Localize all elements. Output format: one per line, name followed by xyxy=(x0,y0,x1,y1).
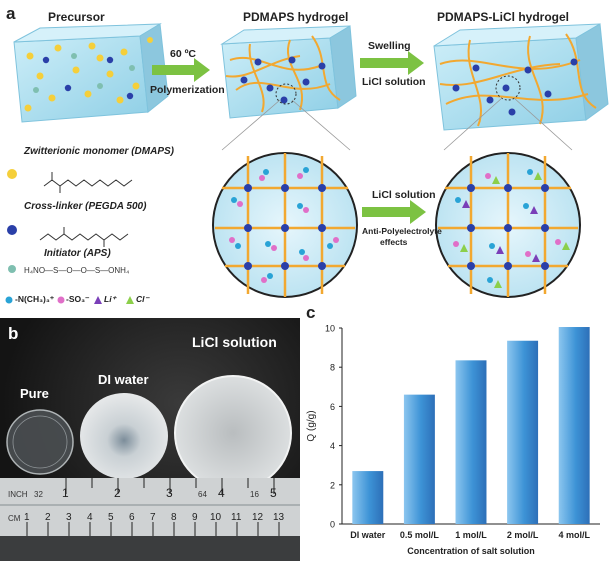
ruler-ticks xyxy=(26,478,280,536)
ion-nch3: -N(CH₃)₃⁺ xyxy=(15,294,55,304)
pdmaps-title: PDMAPS hydrogel xyxy=(243,10,349,24)
monomer-icon xyxy=(7,169,17,179)
arrow2-top: Swelling xyxy=(368,40,411,52)
monomer-label: Zwitterionic monomer (DMAPS) xyxy=(24,146,175,157)
polymerization-arrow xyxy=(152,58,210,82)
ruler-cm-9: 9 xyxy=(192,512,198,523)
ruler-inch-2: 2 xyxy=(114,486,121,500)
ruler-cm-10: 10 xyxy=(210,512,222,523)
crosslinker-label: Cross-linker (PEGDA 500) xyxy=(24,201,147,212)
licl-hydrogel-disc xyxy=(174,375,292,491)
precursor-yellow-monomers xyxy=(24,37,153,112)
y-tick-label: 0 xyxy=(330,520,335,530)
y-tick-label: 2 xyxy=(330,480,335,490)
ruler-cm-1: 1 xyxy=(24,512,30,523)
arrow2-bottom: LiCl solution xyxy=(362,76,426,88)
arrow1-top: 60 ºC xyxy=(170,48,197,60)
ruler-body xyxy=(0,478,300,536)
arrow1-bottom: Polymerization xyxy=(150,84,225,96)
ruler-inch-5: 5 xyxy=(270,486,277,500)
pdmaps-licl-hydrogel-box xyxy=(433,23,609,131)
zoom-lines xyxy=(221,97,573,151)
ion-so3: -SO₃⁻ xyxy=(66,294,90,304)
arrow3-bottom2: effects xyxy=(380,237,408,247)
ruler-cm-3: 3 xyxy=(66,512,72,523)
x-tick-label: 1 mol/L xyxy=(455,530,487,540)
y-tick-label: 4 xyxy=(330,441,335,451)
panel-c-letter: c xyxy=(306,303,316,322)
dmaps-structure xyxy=(43,172,133,193)
precursor-blue-crosslinkers xyxy=(42,56,134,100)
bar-0 xyxy=(352,471,384,524)
arrow3-bottom1: Anti-Polyelectrolyte xyxy=(362,226,442,236)
x-tick-label: 0.5 mol/L xyxy=(400,530,440,540)
x-tick-label: 2 mol/L xyxy=(507,530,539,540)
y-tick-label: 10 xyxy=(325,324,335,334)
initiator-label: Initiator (APS) xyxy=(44,248,111,259)
ruler-cm-6: 6 xyxy=(129,512,135,523)
ruler-inch-label: INCH xyxy=(8,490,28,499)
y-axis-title: Q (g/g) xyxy=(306,410,317,441)
x-tick-label: DI water xyxy=(350,530,386,540)
ruler-cm-12: 12 xyxy=(252,512,264,523)
precursor-box xyxy=(13,23,169,123)
ruler-inch-3: 3 xyxy=(166,486,173,500)
pure-label: Pure xyxy=(20,386,49,401)
bar-2 xyxy=(455,360,487,524)
ruler-inch-4: 4 xyxy=(218,486,225,500)
ruler-cm-7: 7 xyxy=(150,512,156,523)
ion-cl: Cl⁻ xyxy=(136,294,149,304)
arrow3-top: LiCl solution xyxy=(372,189,436,201)
precursor-title: Precursor xyxy=(48,10,105,24)
precursor-teal-initiators xyxy=(33,53,135,93)
ruler-small-32: 32 xyxy=(34,490,43,499)
panel-b-letter: b xyxy=(8,324,19,343)
di-water-label: DI water xyxy=(98,372,149,387)
q-bar-chart: 0 2 4 6 8 10 DI water 0.5 mol/L 1 mol/L 2 mol/L 4 … xyxy=(306,324,600,556)
panel-b-photo: b Pure DI water LiCl solution INCH 32 64… xyxy=(0,318,300,561)
ruler-cm-label: CM xyxy=(8,514,21,523)
ruler-small-16: 16 xyxy=(250,490,259,499)
di-water-hydrogel-disc xyxy=(80,393,168,479)
y-tick-label: 8 xyxy=(330,363,335,373)
swelling-arrow xyxy=(360,51,424,75)
ruler-cm-13: 13 xyxy=(273,512,285,523)
ruler-small-64: 64 xyxy=(198,490,207,499)
legend-symbols xyxy=(7,169,17,273)
x-tick-label: 4 mol/L xyxy=(558,530,590,540)
ruler-cm-5: 5 xyxy=(108,512,114,523)
aps-formula: H₄NO—S—O—O—S—ONH₄ xyxy=(24,266,130,275)
panel-a-illustration xyxy=(5,23,609,304)
ruler-inch-1: 1 xyxy=(62,486,69,500)
bar-4 xyxy=(558,327,590,524)
licl-solution-label: LiCl solution xyxy=(192,334,277,350)
ruler-cm-8: 8 xyxy=(171,512,177,523)
ion-legend-shapes xyxy=(5,296,134,304)
crosslinker-icon xyxy=(7,225,17,235)
zoom-circle-licl xyxy=(435,152,581,298)
anti-polyelectrolyte-arrow xyxy=(362,200,426,224)
ruler-cm-4: 4 xyxy=(87,512,93,523)
pdmaps-licl-title: PDMAPS-LiCl hydrogel xyxy=(437,10,570,24)
pegda-structure xyxy=(39,227,129,247)
ruler-cm-2: 2 xyxy=(45,512,51,523)
zoom-circle-pdmaps xyxy=(212,152,358,298)
pdmaps-hydrogel-box xyxy=(220,25,357,119)
y-tick-label: 6 xyxy=(330,402,335,412)
bar-3 xyxy=(507,340,539,524)
ruler-cm-11: 11 xyxy=(231,512,242,523)
panel-a-letter: a xyxy=(6,4,16,23)
ion-li: Li⁺ xyxy=(104,294,117,304)
initiator-icon xyxy=(8,265,16,273)
photo-drawing xyxy=(0,375,300,561)
pure-hydrogel-disc xyxy=(6,409,74,475)
x-axis-title: Concentration of salt solution xyxy=(407,546,535,556)
bar-1 xyxy=(403,394,435,524)
